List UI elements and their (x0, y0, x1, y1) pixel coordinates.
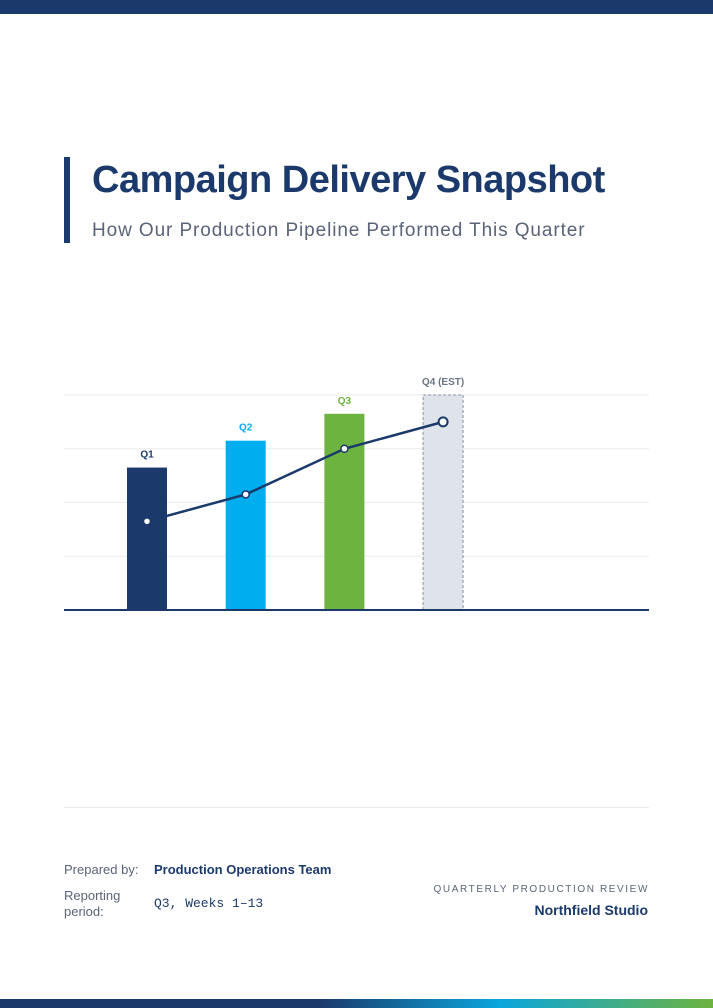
chart-labels: Q1 Q2 Q3 Q4 (EST) (64, 377, 649, 611)
trend-point (340, 444, 349, 453)
page-title: Campaign Delivery Snapshot (92, 159, 605, 201)
bar-q4-est (422, 394, 464, 611)
reporting-period-label-line-2: period: (64, 904, 104, 919)
chart-bars (127, 394, 464, 611)
page-subtitle: How Our Production Pipeline Performed Th… (92, 220, 586, 241)
report-kicker: QUARTERLY PRODUCTION REVIEW (433, 884, 649, 895)
bar-label: Q1 (140, 450, 154, 461)
trend-point (142, 517, 152, 526)
footer-divider (64, 807, 649, 808)
prepared-by-value: Production Operations Team (154, 862, 332, 877)
top-accent-bar (0, 0, 713, 14)
title-block: Campaign Delivery Snapshot How Our Produ… (64, 157, 664, 243)
studio-name: Northfield Studio (534, 902, 648, 918)
bar-label: Q3 (338, 396, 352, 407)
quarterly-chart: Q1 Q2 Q3 Q4 (EST) (64, 377, 649, 611)
reporting-period-label: Reporting period: (64, 888, 120, 920)
chart-line (142, 416, 449, 526)
trend-point (241, 490, 250, 499)
prepared-by-label: Prepared by: (64, 862, 139, 877)
trend-line (146, 420, 444, 523)
trend-point (437, 416, 449, 428)
title-accent-bar (64, 157, 70, 243)
reporting-period-value: Q3, Weeks 1–13 (154, 896, 264, 911)
bar-label: Q2 (239, 423, 253, 434)
bar-q3 (324, 413, 365, 610)
bar-label: Q4 (EST) (422, 377, 464, 388)
reporting-period-label-line-1: Reporting (64, 888, 121, 903)
bar-q2 (225, 440, 266, 610)
bottom-gradient-bar (0, 999, 713, 1008)
bar-q1 (127, 467, 167, 610)
